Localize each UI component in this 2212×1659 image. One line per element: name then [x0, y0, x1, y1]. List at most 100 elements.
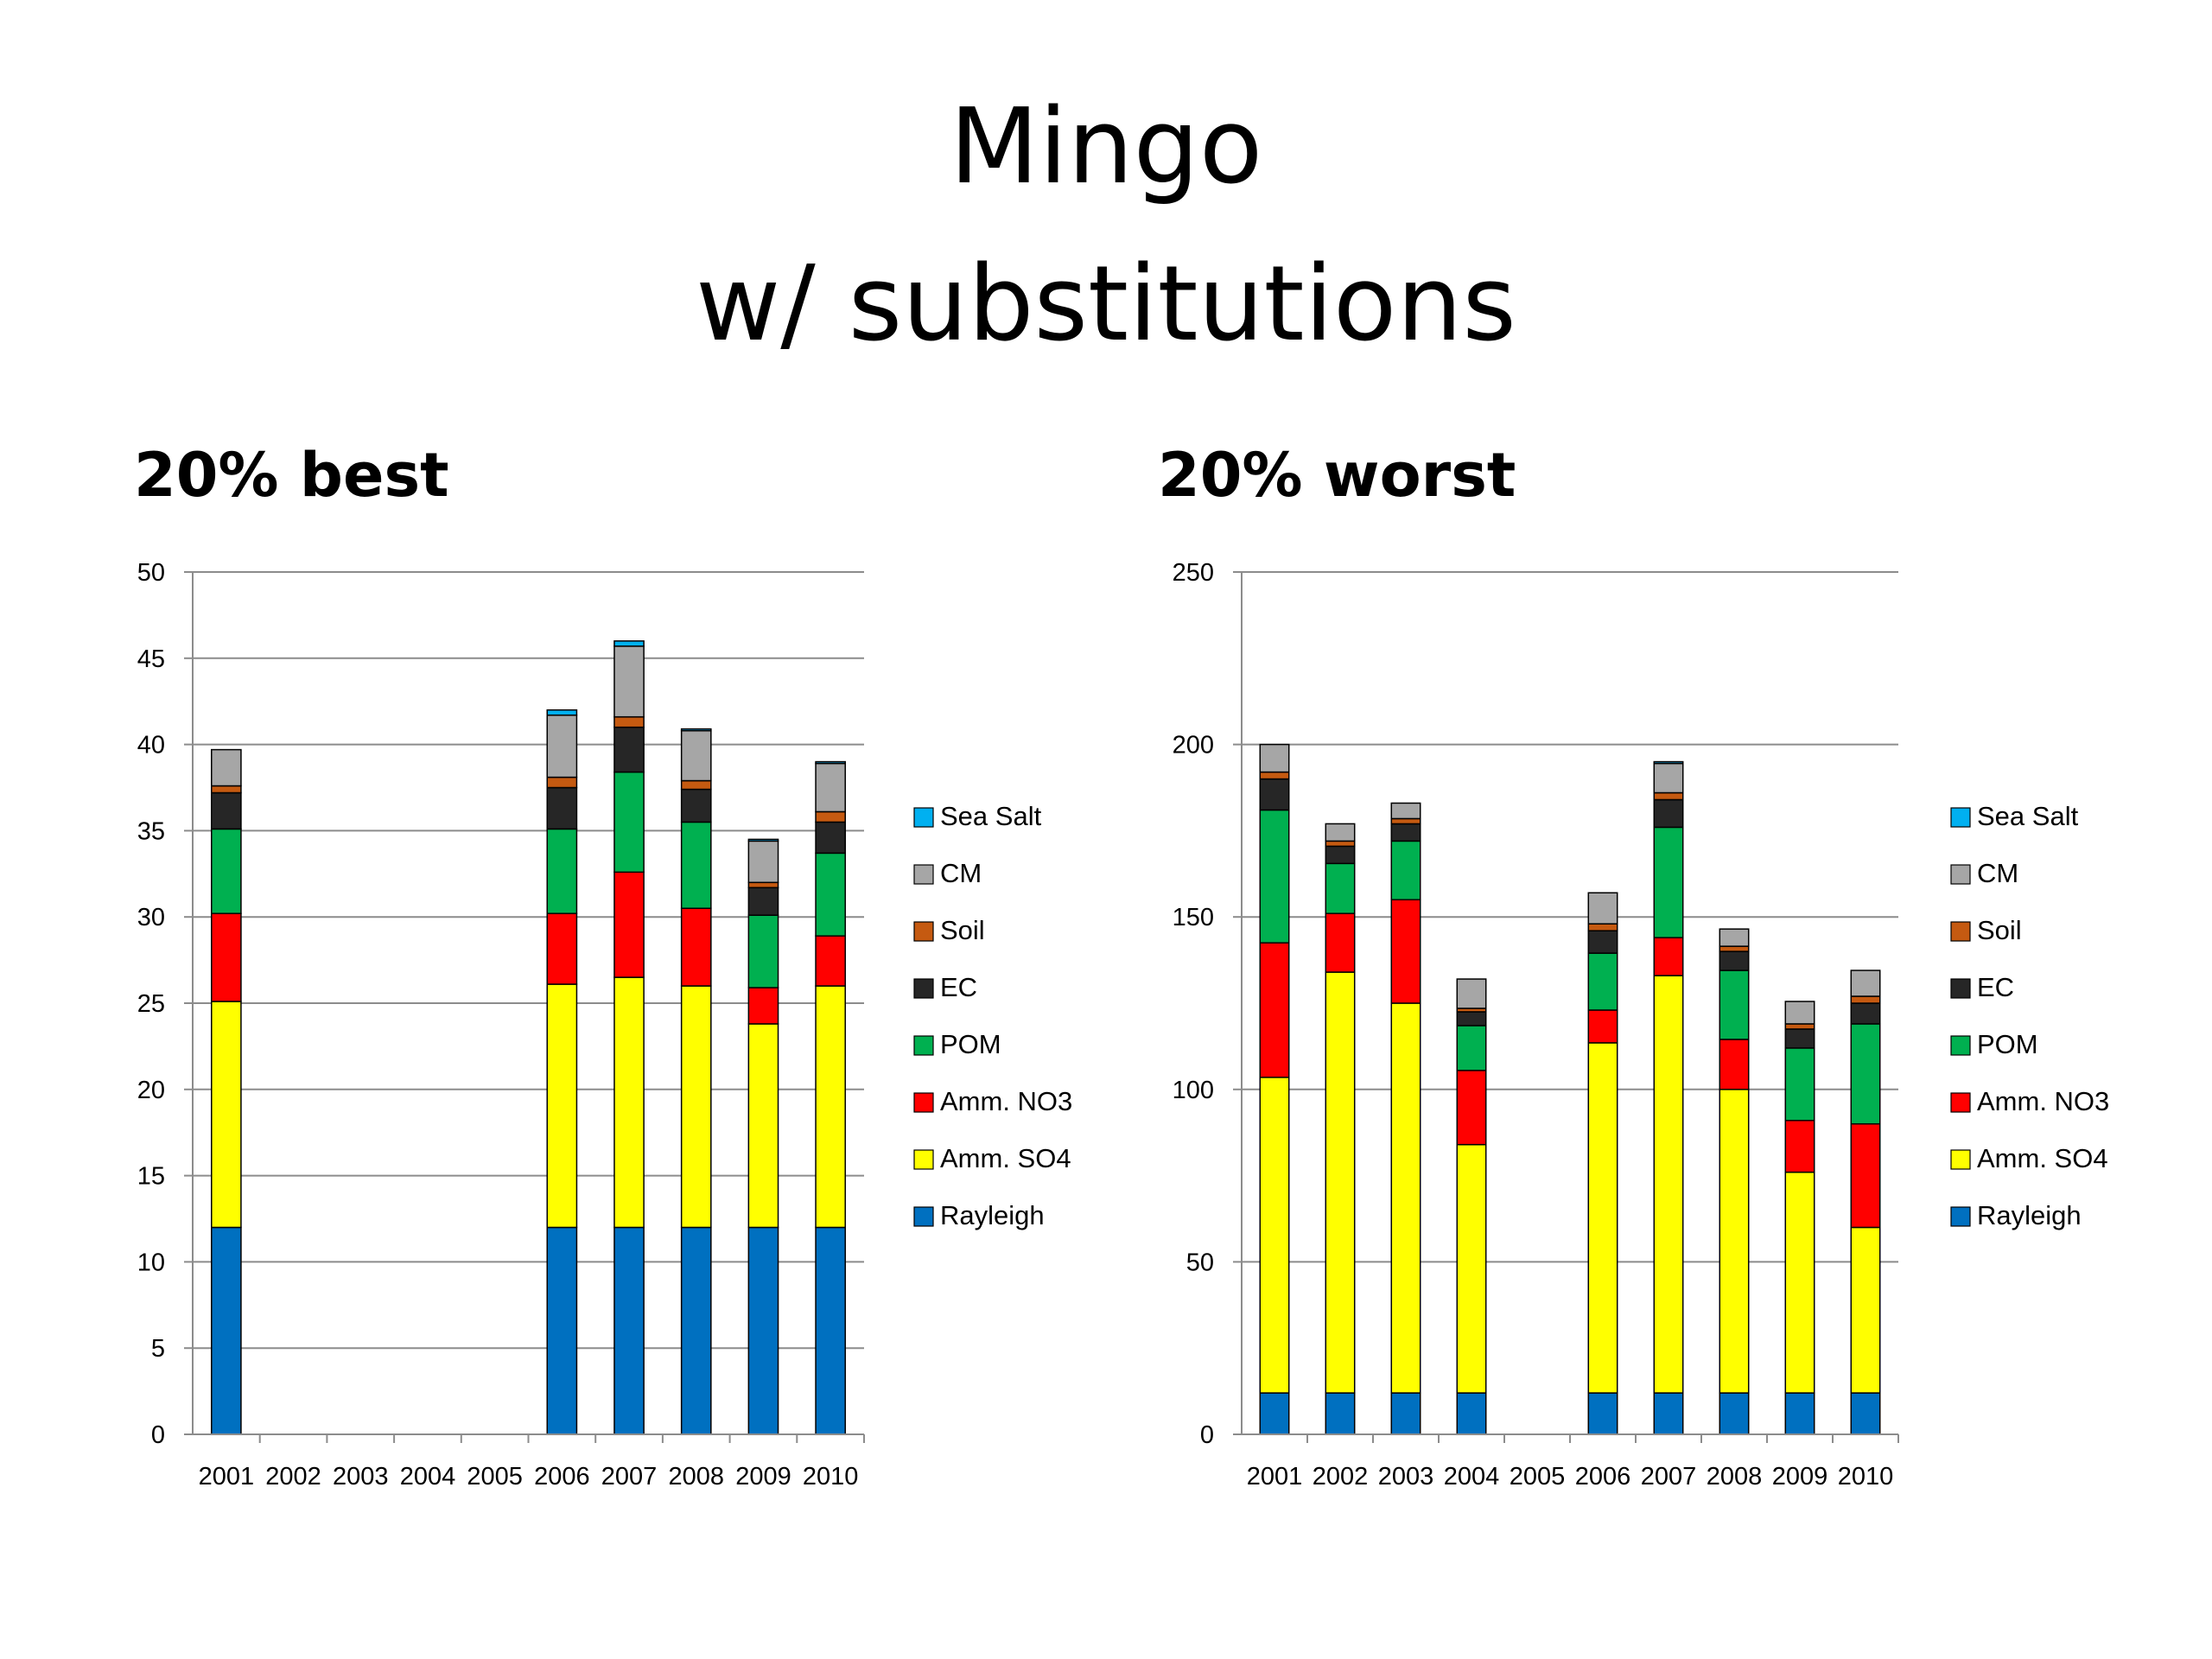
- bar-segment: [1784, 1001, 1815, 1025]
- y-tick-label: 100: [1173, 1077, 1214, 1104]
- bar-segment: [680, 779, 712, 791]
- bar-segment: [1653, 975, 1684, 1394]
- bar-segment: [1259, 1392, 1290, 1435]
- bar-segment: [546, 828, 578, 914]
- x-tick-label: 2007: [1641, 1463, 1697, 1491]
- bar-segment: [1456, 1392, 1487, 1435]
- y-tick-label: 150: [1173, 904, 1214, 931]
- x-tick-label: 2009: [735, 1463, 791, 1491]
- legend-label: EC: [1977, 972, 2014, 1002]
- bar-segment: [747, 838, 779, 842]
- bar-segment: [1587, 923, 1618, 931]
- bar-segment: [1325, 912, 1356, 973]
- legend-label: Amm. SO4: [1977, 1143, 2108, 1173]
- bar-segment: [1653, 760, 1684, 765]
- x-tick-label: 2009: [1772, 1463, 1828, 1491]
- bar-segment: [546, 709, 578, 716]
- bar-segment: [546, 1226, 578, 1435]
- bar-segment: [1850, 969, 1881, 997]
- legend-label: Amm. SO4: [940, 1143, 1071, 1173]
- legend-label: EC: [940, 972, 977, 1002]
- slide-title: Mingo w/ substitutions: [0, 69, 2212, 384]
- x-tick-label: 2001: [199, 1463, 255, 1491]
- bar-segment: [1719, 1039, 1750, 1090]
- bar-segment: [211, 748, 242, 787]
- bar-segment: [1325, 845, 1356, 865]
- legend-swatch: [1950, 921, 1971, 942]
- bar-segment: [1390, 823, 1421, 842]
- bar-segment: [815, 810, 846, 823]
- bar-segment: [1259, 942, 1290, 1078]
- legend-swatch: [1950, 864, 1971, 885]
- bar-segment: [546, 714, 578, 779]
- bar-segment: [1850, 1002, 1881, 1025]
- bar-segment: [1390, 1392, 1421, 1435]
- legend-label: Soil: [940, 915, 985, 945]
- bar-segment: [1259, 778, 1290, 811]
- x-tick-label: 2002: [265, 1463, 321, 1491]
- x-tick-label: 2010: [1838, 1463, 1894, 1491]
- bar-segment: [613, 726, 645, 773]
- x-tick-label: 2008: [668, 1463, 724, 1491]
- bar-segment: [211, 791, 242, 830]
- bar-segment: [613, 771, 645, 874]
- bar-segment: [1325, 840, 1356, 848]
- bar-segment: [546, 786, 578, 830]
- bar-segment: [747, 987, 779, 1025]
- bar-segment: [211, 828, 242, 914]
- bar-segment: [1850, 1122, 1881, 1229]
- bar-segment: [747, 840, 779, 884]
- bar-segment: [1784, 1392, 1815, 1435]
- y-tick-label: 0: [1200, 1421, 1214, 1449]
- y-tick-label: 35: [137, 817, 165, 845]
- bar-segment: [1390, 840, 1421, 900]
- bar-segment: [1850, 1226, 1881, 1394]
- bar-segment: [815, 852, 846, 937]
- legend-swatch: [1950, 1149, 1971, 1170]
- legend-swatch: [1950, 807, 1971, 828]
- bar-segment: [1653, 762, 1684, 794]
- right-chart: 0 50 100 150 200 250 2001 2002 2003 2004 2005 2006 2…: [1173, 559, 2110, 1491]
- y-tick-label: 15: [137, 1163, 165, 1191]
- x-tick-label: 2010: [803, 1463, 859, 1491]
- legend-label: Sea Salt: [940, 801, 1042, 831]
- bar-segment: [1784, 1028, 1815, 1049]
- bar-segment: [680, 1226, 712, 1435]
- bar-segment: [1850, 1392, 1881, 1435]
- bar-segment: [1784, 1023, 1815, 1030]
- bar-segment: [680, 729, 712, 782]
- bar-segment: [211, 1226, 242, 1435]
- bar-segment: [1850, 995, 1881, 1004]
- bar-segment: [747, 881, 779, 889]
- y-tick-label: 5: [151, 1335, 165, 1363]
- legend-label: Amm. NO3: [1977, 1086, 2109, 1116]
- bar-segment: [613, 645, 645, 718]
- y-tick-label: 50: [1186, 1249, 1214, 1276]
- bar-segment: [815, 821, 846, 855]
- bar-segment: [613, 640, 645, 647]
- legend-swatch: [1950, 1035, 1971, 1056]
- bar-segment: [546, 983, 578, 1229]
- bar-segment: [680, 821, 712, 909]
- bar-segment: [211, 912, 242, 1002]
- bar-segment: [1259, 743, 1290, 773]
- bar-segment: [747, 1226, 779, 1435]
- bar-segment: [1719, 928, 1750, 947]
- bar-segment: [1653, 1392, 1684, 1435]
- bar-segment: [1390, 802, 1421, 820]
- legend-swatch: [913, 921, 934, 942]
- x-tick-label: 2008: [1707, 1463, 1763, 1491]
- bar-segment: [1653, 791, 1684, 801]
- bar-segment: [1719, 950, 1750, 971]
- bar-segment: [1390, 817, 1421, 825]
- slide-title-line-1: Mingo: [949, 87, 1263, 207]
- x-tick-label: 2006: [1575, 1463, 1631, 1491]
- legend-label: Sea Salt: [1977, 801, 2079, 831]
- legend-swatch: [913, 1092, 934, 1113]
- bar-segment: [1456, 1011, 1487, 1027]
- x-tick-label: 2006: [534, 1463, 590, 1491]
- bar-segment: [1784, 1171, 1815, 1394]
- legend-label: Soil: [1977, 915, 2022, 945]
- x-tick-label: 2005: [1510, 1463, 1566, 1491]
- legend-label: CM: [1977, 858, 2018, 888]
